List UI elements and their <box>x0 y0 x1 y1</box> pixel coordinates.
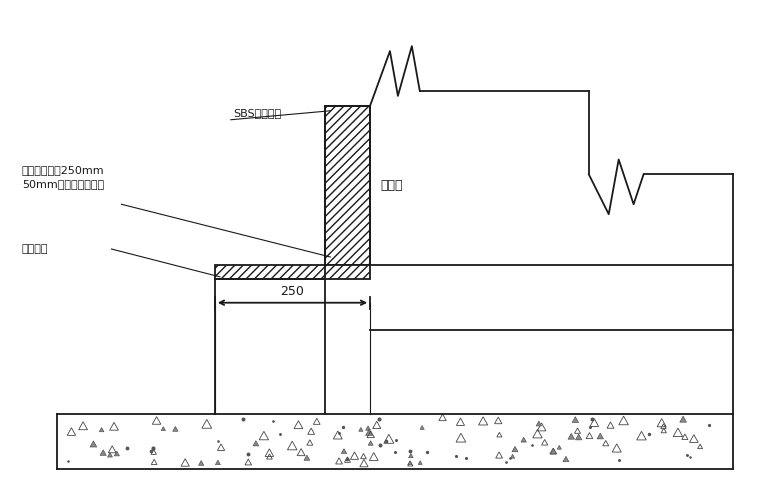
Polygon shape <box>90 441 97 447</box>
Text: 水泥钉，间距250mm
50mm宽防锈金属压条: 水泥钉，间距250mm 50mm宽防锈金属压条 <box>22 164 105 190</box>
Polygon shape <box>521 437 527 442</box>
Polygon shape <box>341 449 347 454</box>
Polygon shape <box>597 433 603 439</box>
Polygon shape <box>100 450 106 456</box>
Polygon shape <box>366 429 372 435</box>
Polygon shape <box>407 461 412 465</box>
Polygon shape <box>161 426 166 430</box>
Polygon shape <box>198 461 204 465</box>
Text: SBS防水卷材: SBS防水卷材 <box>233 108 281 118</box>
Polygon shape <box>568 433 575 439</box>
Polygon shape <box>304 455 310 460</box>
Polygon shape <box>100 427 104 432</box>
Polygon shape <box>107 453 112 457</box>
Polygon shape <box>253 440 259 446</box>
Polygon shape <box>575 434 582 440</box>
Polygon shape <box>511 454 515 458</box>
Polygon shape <box>366 426 371 430</box>
Polygon shape <box>563 456 569 462</box>
Text: 250: 250 <box>280 285 305 298</box>
Polygon shape <box>420 425 424 429</box>
Polygon shape <box>114 451 119 456</box>
Polygon shape <box>536 421 542 426</box>
Polygon shape <box>215 265 370 279</box>
Polygon shape <box>359 427 363 431</box>
Polygon shape <box>679 416 686 422</box>
Text: 油青嵌缝: 油青嵌缝 <box>22 244 49 254</box>
Polygon shape <box>325 106 370 265</box>
Polygon shape <box>512 447 518 452</box>
Text: 迎水面: 迎水面 <box>380 179 403 192</box>
Polygon shape <box>409 454 413 458</box>
Polygon shape <box>572 417 578 422</box>
Polygon shape <box>215 460 220 465</box>
Polygon shape <box>368 440 373 445</box>
Polygon shape <box>418 461 423 465</box>
Polygon shape <box>173 426 178 431</box>
Polygon shape <box>551 449 556 454</box>
Polygon shape <box>557 446 562 449</box>
